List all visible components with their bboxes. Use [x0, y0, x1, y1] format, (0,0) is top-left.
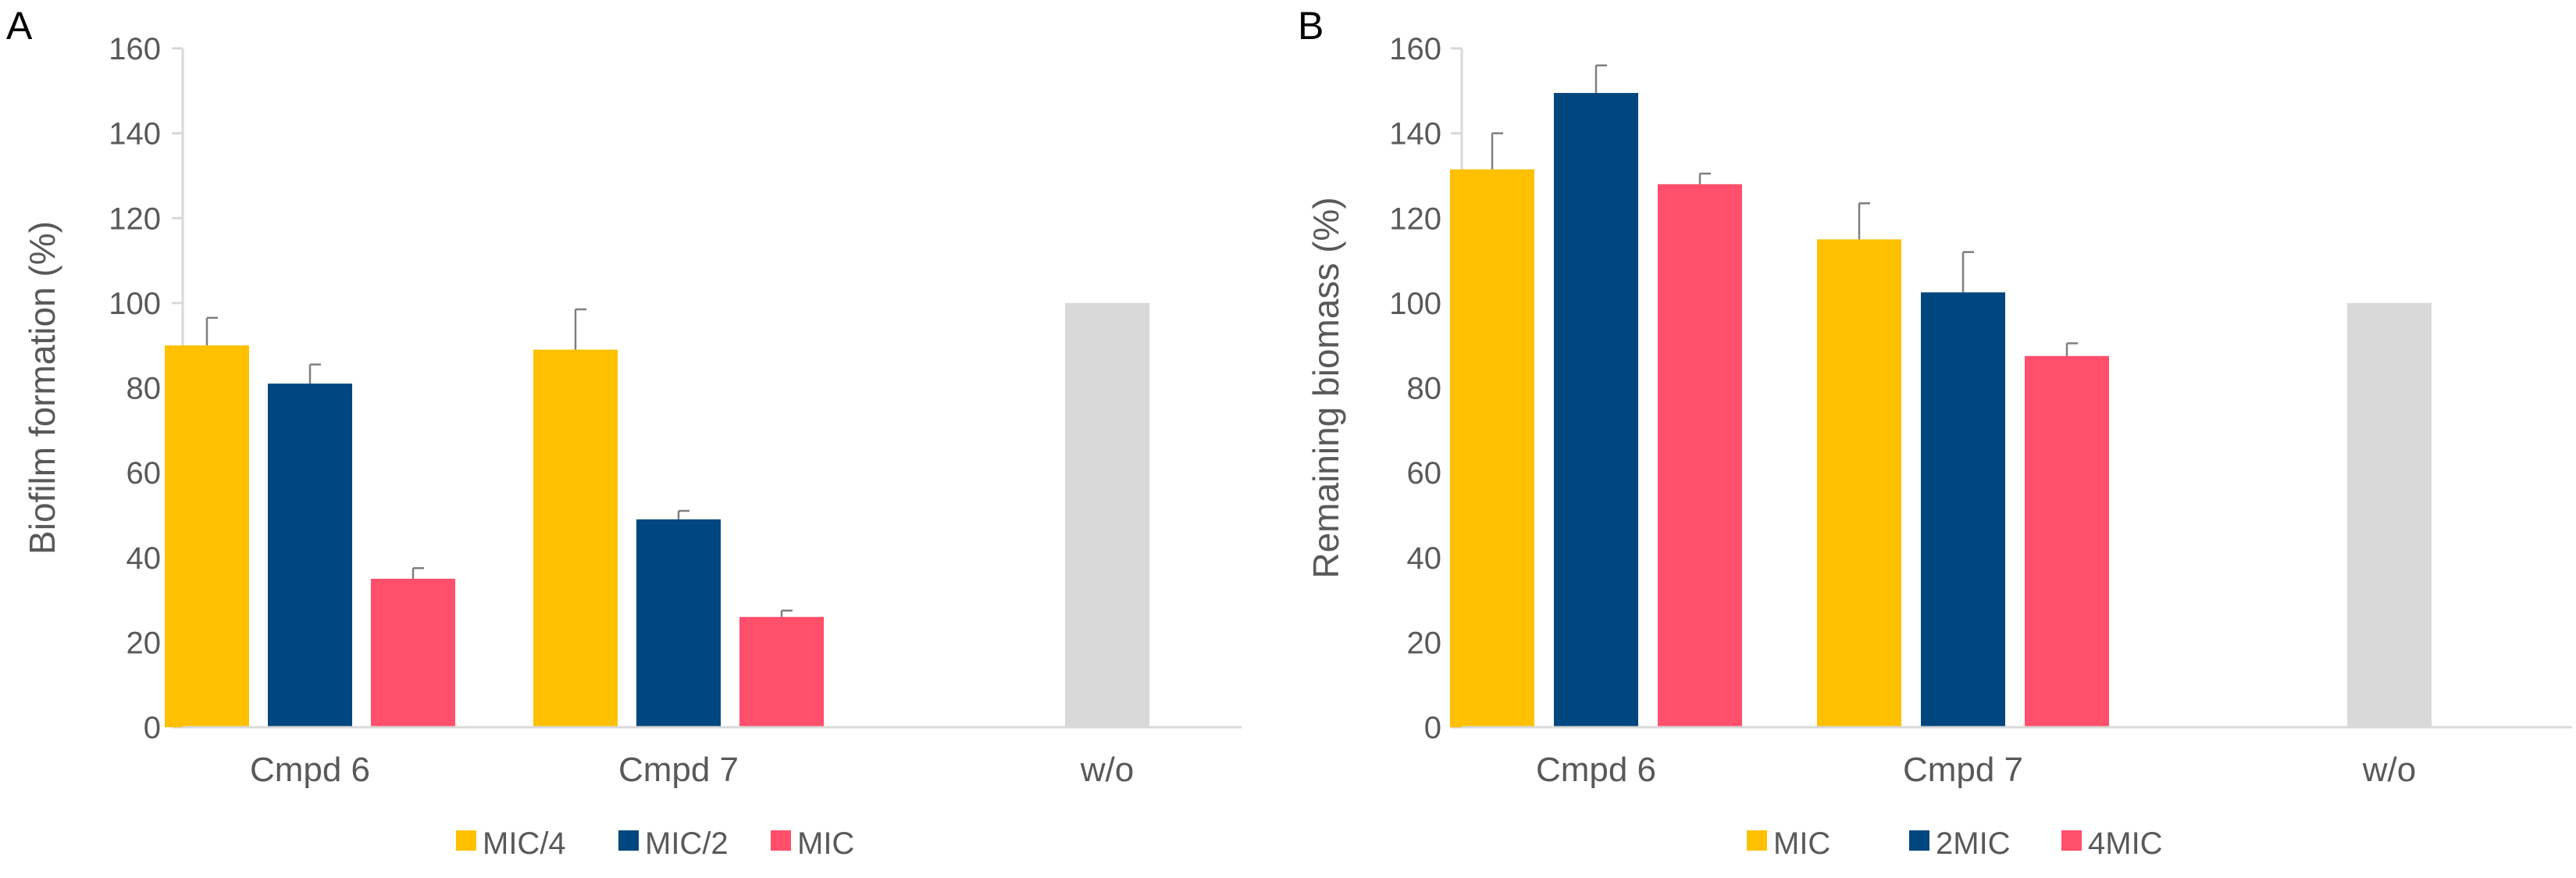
legend-swatch	[1909, 830, 1929, 851]
y-tick-label: 40	[1407, 541, 1442, 576]
legend-label: MIC	[797, 826, 854, 861]
bar-mic-2-cmpd-6	[268, 384, 352, 727]
x-category-label: Cmpd 7	[1903, 751, 2023, 789]
x-category-label: Cmpd 7	[618, 751, 739, 789]
y-tick-label: 20	[126, 626, 162, 660]
y-tick-label: 0	[1424, 711, 1441, 745]
legend-label: MIC	[1773, 826, 1830, 861]
legend-swatch	[1747, 830, 1767, 851]
panel-b: B 0 20 40 60 80 100 120 140 160 Remaining biomass …	[1298, 4, 2572, 861]
legend-label: 2MIC	[1936, 826, 2011, 861]
y-tick-label: 0	[144, 711, 161, 745]
y-tick-label: 100	[109, 287, 161, 321]
y-tick-label: 120	[109, 202, 161, 236]
bar-mic-cmpd-6	[371, 578, 455, 727]
bar-control-w-o	[2347, 302, 2432, 727]
x-category-label: Cmpd 6	[250, 751, 370, 789]
legend-swatch	[618, 830, 639, 851]
bar-2mic-cmpd-7	[1921, 292, 2005, 727]
y-tick-label: 120	[1389, 202, 1441, 236]
legend-swatch	[771, 830, 791, 851]
bar-mic-cmpd-7	[1817, 239, 1901, 727]
bar-control-w-o	[1065, 302, 1149, 727]
y-tick-label: 60	[126, 456, 162, 491]
bar-mic-cmpd-6	[1450, 169, 1534, 727]
y-tick-label: 100	[1389, 287, 1441, 321]
panel-label: B	[1298, 4, 1324, 48]
y-tick-label: 160	[1389, 32, 1441, 66]
y-tick-label: 80	[1407, 372, 1442, 406]
y-tick-label: 40	[126, 541, 162, 576]
y-tick-label: 140	[109, 117, 161, 152]
y-tick-label: 140	[1389, 117, 1441, 152]
bar-2mic-cmpd-6	[1554, 93, 1638, 727]
x-category-label: Cmpd 6	[1536, 751, 1656, 789]
bar-4mic-cmpd-7	[2025, 355, 2109, 727]
y-axis-title: Remaining biomass (%)	[1306, 197, 1346, 578]
legend-swatch	[2061, 830, 2082, 851]
legend-swatch	[456, 830, 476, 851]
x-category-label: w/o	[1080, 751, 1134, 789]
bar-mic-2-cmpd-7	[636, 519, 721, 727]
legend-label: MIC/2	[645, 826, 729, 861]
y-tick-label: 60	[1407, 456, 1442, 491]
legend-label: 4MIC	[2088, 826, 2163, 861]
bar-mic-4-cmpd-7	[533, 349, 618, 727]
y-tick-label: 160	[109, 32, 161, 66]
bar-mic-4-cmpd-6	[165, 345, 249, 727]
panel-label: A	[6, 4, 33, 48]
legend-label: MIC/4	[483, 826, 566, 861]
y-tick-label: 20	[1407, 626, 1442, 660]
y-axis-title: Biofilm formation (%)	[22, 221, 62, 555]
panel-a: A 0 20 40 60 80 100 120 140 160 Biofilm formation …	[6, 4, 1242, 861]
y-tick-label: 80	[126, 372, 162, 406]
x-category-label: w/o	[2362, 751, 2416, 789]
bar-mic-cmpd-7	[739, 616, 824, 727]
bar-4mic-cmpd-6	[1658, 184, 1742, 728]
